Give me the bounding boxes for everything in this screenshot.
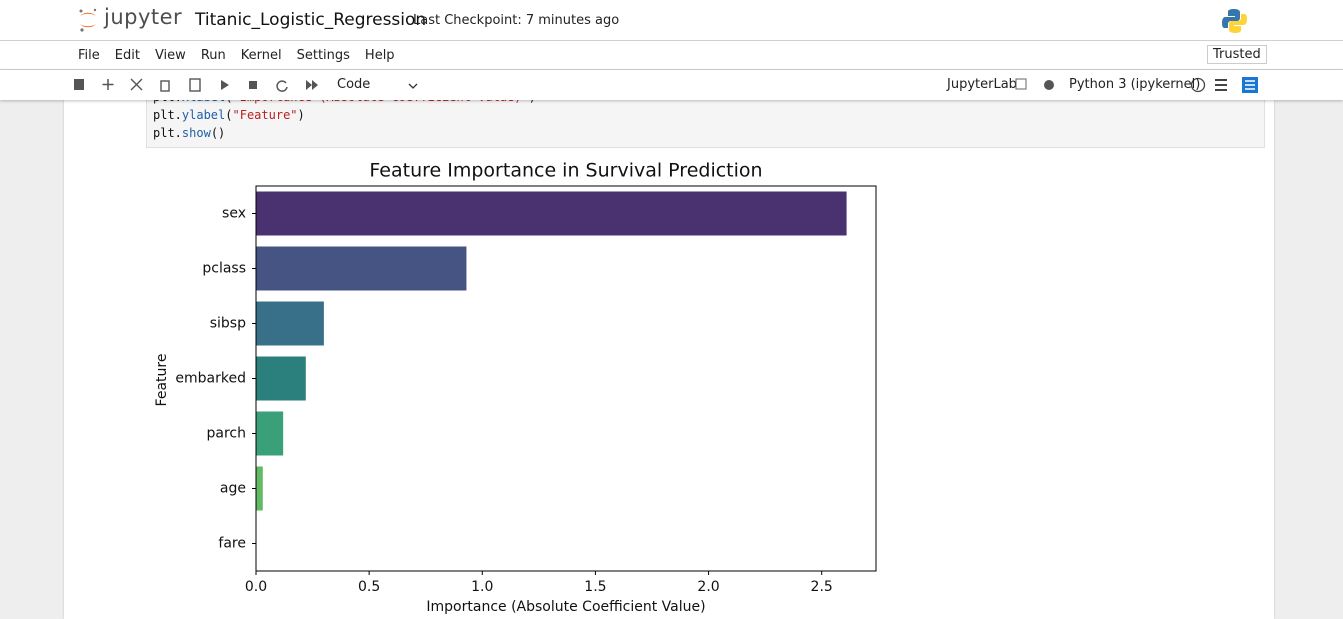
menu-item[interactable]: View [154, 48, 186, 63]
code-token: plt. [153, 100, 182, 104]
logo-text[interactable]: jupyter [104, 5, 183, 29]
menu-button[interactable] [1215, 79, 1227, 91]
x-tick-label: 2.5 [811, 579, 833, 595]
menu-item[interactable]: File [78, 48, 100, 63]
notebook-name[interactable]: Titanic_Logistic_Regression [195, 10, 427, 30]
kernel-status [1190, 77, 1206, 93]
code-token: plt. [153, 108, 182, 122]
x-tick-label: 1.0 [471, 579, 493, 595]
stop-button[interactable] [249, 81, 257, 89]
code-token: ( [225, 100, 232, 104]
code-line: plt.show() [153, 126, 225, 140]
paste-button[interactable] [189, 78, 201, 92]
code-token: "Feature" [232, 108, 298, 122]
code-token: ylabel [181, 108, 226, 122]
y-axis-label: Feature [154, 354, 170, 407]
menu-bar: File Edit View Run Kernel Settings Help Truste… [0, 41, 1343, 70]
code-cell[interactable]: plt.xlabel("Importance (Absolute Coeffic… [146, 100, 1265, 148]
copy-button[interactable] [160, 80, 170, 92]
code-token: "Importance (Absolute Coefficient Value)… [233, 100, 529, 104]
menu: File Edit View Run Kernel Settings Help [78, 48, 395, 63]
x-tick-label: 2.0 [697, 579, 719, 595]
toolbar: Code JupyterLab Python 3 (ipykernel) [0, 70, 1343, 100]
bar [256, 356, 306, 401]
run-all-button[interactable] [306, 80, 318, 90]
cut-button[interactable] [130, 78, 143, 91]
y-tick-label: embarked [175, 371, 246, 387]
y-tick-label: parch [207, 426, 246, 442]
kernel-name[interactable]: Python 3 (ipykernel) [1069, 77, 1201, 92]
bar [256, 191, 847, 236]
y-tick-label: sex [222, 206, 246, 222]
code-token: () [210, 126, 226, 140]
add-cell-button[interactable] [102, 79, 114, 90]
code-line: plt.xlabel("Importance (Absolute Coeffic… [153, 100, 536, 104]
restart-button[interactable] [276, 80, 288, 92]
bar [256, 466, 263, 511]
toolbar-right-icons [1015, 77, 1258, 93]
header: jupyter Titanic_Logistic_Regression Last… [0, 0, 1343, 41]
code-token: ( [225, 108, 233, 122]
chart: Feature Importance in Survival Predictio… [154, 160, 877, 615]
code-token: plt. [153, 126, 182, 140]
code-token: xlabel [182, 100, 225, 104]
bar [256, 411, 284, 456]
jupyter-icon [79, 8, 97, 32]
y-tick-label: pclass [202, 261, 246, 277]
x-tick-label: 0.5 [358, 579, 380, 595]
x-tick-label: 1.5 [584, 579, 606, 595]
code-token: show [181, 126, 211, 140]
dropdown-arrow [408, 83, 418, 89]
y-tick-label: age [220, 481, 246, 497]
x-axis-label: Importance (Absolute Coefficient Value) [426, 599, 705, 615]
code-line: plt.ylabel("Feature") [153, 108, 305, 122]
jupyterlab-link[interactable]: JupyterLab [947, 77, 1017, 92]
checkpoint: Last Checkpoint: 7 minutes ago [413, 13, 620, 28]
run-button[interactable] [221, 80, 229, 90]
cell-type-dropdown[interactable]: Code [337, 77, 371, 92]
menu-item[interactable]: Settings [296, 48, 350, 63]
x-tick-label: 0.0 [245, 579, 267, 595]
trusted-indicator[interactable]: Trusted [1207, 45, 1267, 64]
toolbar-icons [74, 78, 318, 92]
menu-item[interactable]: Run [200, 48, 226, 63]
bar [256, 246, 467, 291]
bar [256, 301, 324, 346]
menu-item[interactable]: Kernel [240, 48, 282, 63]
python-logo [1222, 9, 1247, 33]
menu-item[interactable]: Edit [114, 48, 140, 63]
save-button[interactable] [74, 79, 84, 90]
y-tick-label: sibsp [210, 316, 246, 332]
plot-frame [255, 185, 877, 572]
menu-item[interactable]: Help [364, 48, 395, 63]
y-tick-label: fare [218, 536, 246, 552]
code-token: ) [297, 108, 305, 122]
chart-title: Feature Importance in Survival Predictio… [369, 160, 762, 182]
code-token: ) [529, 100, 536, 104]
